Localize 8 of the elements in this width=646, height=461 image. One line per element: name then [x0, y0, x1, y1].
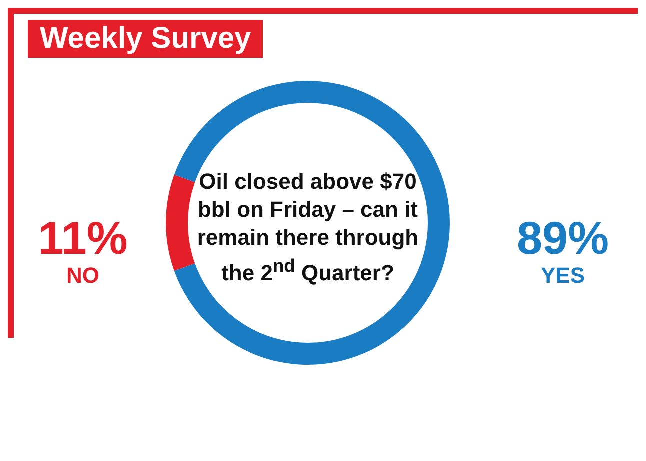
slice-label: YES: [540, 263, 586, 289]
donut-slice: [166, 174, 196, 272]
text: Oil closed above $70 bbl on Friday – can it remain there through the 2$^{nd}$ Quarter?: [196, 168, 420, 288]
chart-title: Weekly Survey: [28, 20, 264, 58]
data-label: 89%: [516, 212, 610, 264]
donut-slice: [174, 81, 450, 365]
data-label: 11%: [37, 212, 129, 264]
slice-label: NO: [66, 263, 100, 289]
